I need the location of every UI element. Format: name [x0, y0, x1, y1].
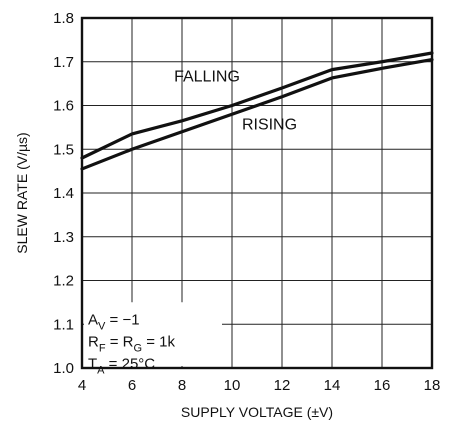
y-tick-label: 1.6	[53, 98, 74, 115]
y-tick-label: 1.3	[53, 229, 74, 246]
series-layer	[80, 51, 434, 171]
y-axis-title: SLEW RATE (V/µs)	[14, 132, 30, 253]
ticks-layer: 4 6 8 10 12 14 16 18 1.0 1.1 1.2 1.3 1.4 1.5 1.6 1.7 1.8	[53, 10, 440, 394]
y-tick-label: 1.1	[53, 316, 74, 333]
plot-frame	[80, 16, 434, 370]
y-tick-label: 1.7	[53, 54, 74, 71]
x-tick-label: 18	[424, 377, 441, 394]
x-tick-label: 12	[274, 377, 291, 394]
x-tick-label: 14	[324, 377, 341, 394]
series-label-rising: RISING	[242, 117, 297, 134]
series-line-falling	[80, 51, 434, 160]
series-line-rising	[80, 57, 434, 171]
x-tick-label: 16	[374, 377, 391, 394]
conditions-box	[84, 302, 222, 366]
y-tick-label: 1.2	[53, 273, 74, 290]
x-tick-label: 4	[78, 377, 86, 394]
y-tick-label: 1.5	[53, 141, 74, 158]
condition-line: AV = −1	[88, 311, 140, 332]
x-tick-label: 10	[224, 377, 241, 394]
y-tick-label: 1.8	[53, 10, 74, 27]
series-label-falling: FALLING	[174, 68, 240, 85]
x-axis-title: SUPPLY VOLTAGE (±V)	[181, 404, 333, 420]
x-tick-label: 6	[128, 377, 136, 394]
condition-line: RF = RG = 1k	[88, 333, 176, 354]
y-tick-label: 1.0	[53, 360, 74, 377]
x-tick-label: 8	[178, 377, 186, 394]
y-tick-label: 1.4	[53, 185, 74, 202]
